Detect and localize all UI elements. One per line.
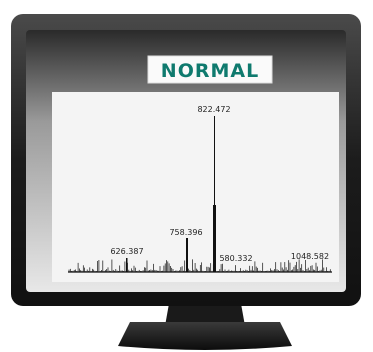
monitor-illustration: NORMAL 822.472 758.396 626.387 580.332 1… xyxy=(0,0,373,352)
page: {"screen": {"title": "NORMAL", "peak_lab… xyxy=(0,0,373,352)
peak-label: 1048.582 xyxy=(291,252,329,261)
peak xyxy=(213,205,216,272)
peak-label: 758.396 xyxy=(169,228,202,237)
peak-label: 626.387 xyxy=(110,247,143,256)
peak-label: 580.332 xyxy=(219,254,252,263)
stand-base xyxy=(118,322,292,350)
screen-title: NORMAL xyxy=(161,60,259,82)
peak xyxy=(186,238,188,272)
peak-label: 822.472 xyxy=(197,105,230,114)
